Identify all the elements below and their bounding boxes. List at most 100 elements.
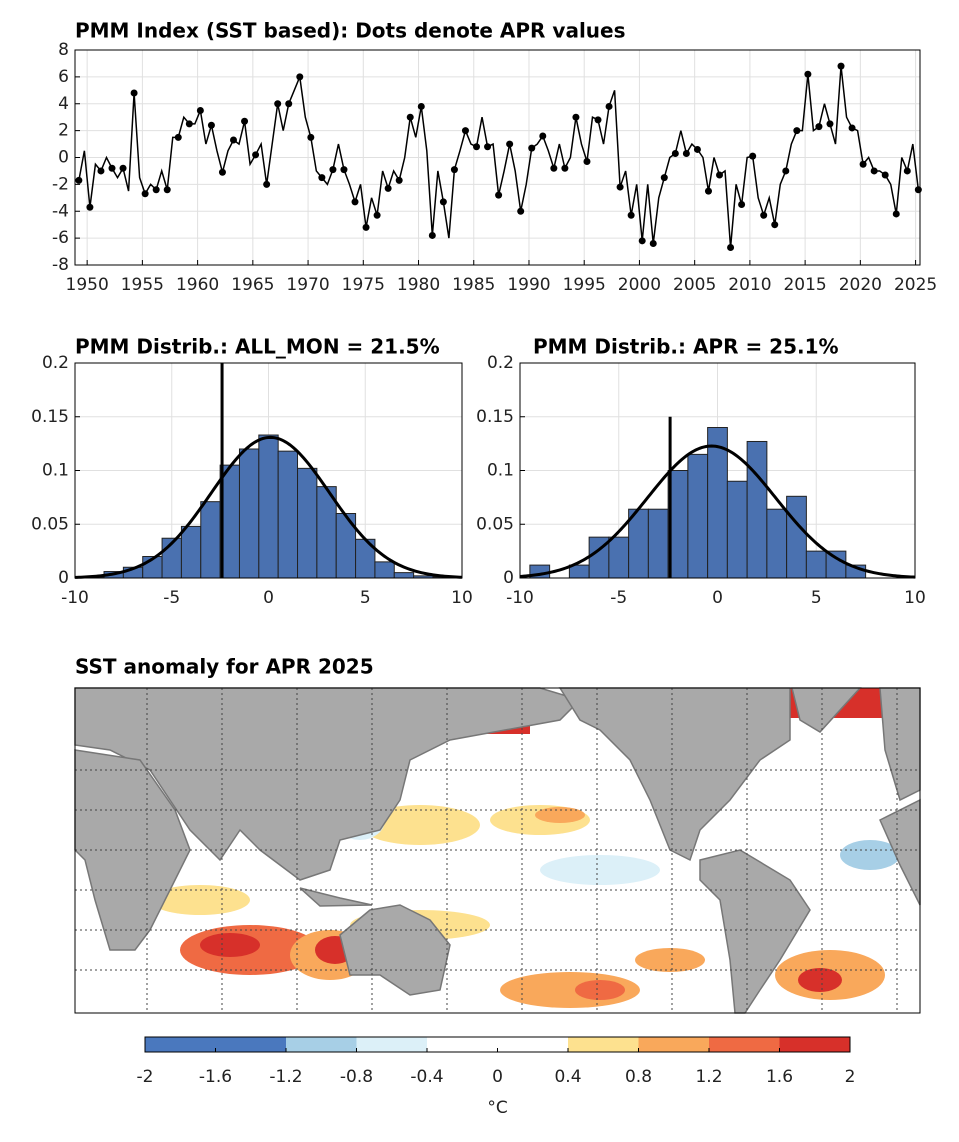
point: [815, 123, 823, 131]
point: [218, 168, 226, 176]
x-tick-label: 1995: [563, 275, 606, 295]
point: [583, 158, 591, 166]
point: [340, 166, 348, 174]
bar: [297, 467, 318, 579]
y-tick-label: -6: [52, 228, 69, 248]
y-tick-label: 2: [58, 121, 69, 141]
point: [627, 211, 635, 219]
point: [428, 231, 436, 239]
point: [207, 121, 215, 129]
bar: [726, 480, 748, 579]
point: [241, 117, 249, 125]
point: [439, 198, 447, 206]
bar: [805, 550, 827, 579]
point: [75, 176, 83, 184]
anomaly: [150, 885, 250, 915]
bar: [180, 525, 202, 579]
bar: [238, 448, 260, 579]
x-tick-label: 1960: [176, 275, 219, 295]
point: [760, 211, 768, 219]
colorbar-segment: [286, 1037, 357, 1052]
y-tick-label: -4: [52, 201, 69, 221]
point: [296, 73, 304, 81]
point: [826, 120, 834, 128]
y-tick-label: 0.2: [42, 353, 69, 373]
y-tick-label: -8: [52, 255, 69, 275]
y-tick-label: 8: [58, 40, 69, 60]
x-tick-label: 2005: [673, 275, 716, 295]
bar: [746, 440, 768, 579]
y-tick-label: 0.15: [31, 407, 69, 427]
colorbar-tick-label: -0.4: [410, 1067, 443, 1087]
point: [163, 186, 171, 194]
anomaly: [575, 980, 625, 1000]
anomaly: [200, 933, 260, 957]
x-tick-label: -10: [61, 588, 89, 608]
colorbar-segment: [145, 1037, 216, 1052]
colorbar-tick-label: 1.6: [766, 1067, 793, 1087]
bar: [258, 434, 279, 579]
y-tick-label: 0.05: [476, 514, 514, 534]
point: [682, 149, 690, 157]
x-tick-label: 0: [263, 588, 274, 608]
point: [727, 244, 735, 252]
x-tick-label: 1950: [66, 275, 109, 295]
point: [152, 186, 160, 194]
point: [252, 151, 260, 159]
point: [97, 167, 105, 175]
axes-frame: [519, 362, 916, 579]
point: [771, 221, 779, 229]
chart-title: PMM Index (SST based): Dots denote APR v…: [75, 19, 626, 43]
x-tick-label: 10: [904, 588, 926, 608]
point: [373, 211, 381, 219]
point: [274, 100, 282, 108]
point: [461, 127, 469, 135]
x-tick-label: 2000: [618, 275, 661, 295]
y-tick-label: 0.1: [42, 461, 69, 481]
point: [693, 145, 701, 153]
bar: [393, 572, 415, 579]
y-tick-label: 0: [503, 568, 514, 588]
x-tick-label: 1955: [121, 275, 164, 295]
x-tick-label: 0: [712, 588, 723, 608]
point: [594, 116, 602, 124]
point: [671, 149, 679, 157]
land: [339, 904, 451, 996]
colorbar-tick-label: -0.8: [340, 1067, 373, 1087]
colorbar-segment: [779, 1037, 850, 1052]
point: [660, 174, 668, 182]
point: [285, 100, 293, 108]
colorbar-tick-label: 2: [845, 1067, 856, 1087]
colorbar-segment: [215, 1037, 286, 1052]
x-tick-label: 1985: [452, 275, 495, 295]
map-grid: [75, 688, 920, 1013]
point: [903, 167, 911, 175]
point: [384, 184, 392, 192]
y-tick-label: 0.05: [31, 514, 69, 534]
point: [804, 70, 812, 78]
y-tick-label: -2: [52, 174, 69, 194]
x-tick-label: 2015: [783, 275, 826, 295]
point: [506, 140, 514, 148]
anomaly: [840, 840, 900, 870]
point: [561, 164, 569, 172]
fit-curve: [74, 435, 463, 579]
point: [605, 102, 613, 110]
x-tick-label: 1965: [231, 275, 274, 295]
y-tick-label: 0.1: [487, 461, 514, 481]
x-tick-label: 1970: [286, 275, 329, 295]
point: [517, 207, 525, 215]
bar: [825, 550, 847, 579]
point: [263, 180, 271, 188]
point: [716, 171, 724, 179]
x-tick-label: 10: [451, 588, 473, 608]
colorbar-tick-label: -2: [137, 1067, 154, 1087]
bar: [647, 508, 669, 579]
fit-curve: [519, 444, 916, 579]
point: [649, 240, 657, 247]
axes-frame: [74, 362, 463, 579]
point: [892, 210, 900, 218]
point: [406, 113, 414, 121]
bar: [608, 536, 630, 579]
